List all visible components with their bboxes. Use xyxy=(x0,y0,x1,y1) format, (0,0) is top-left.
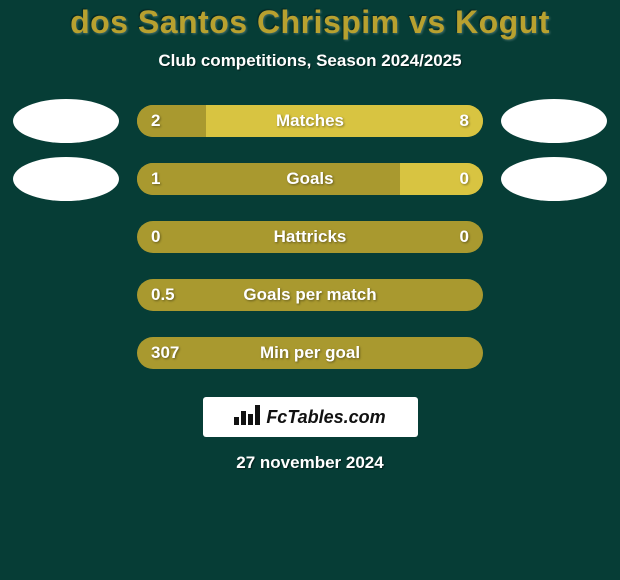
stat-row: 307 Min per goal xyxy=(0,331,620,375)
bar-seg-right xyxy=(206,105,483,137)
stat-label: Matches xyxy=(276,111,344,131)
avatar-right xyxy=(501,99,607,143)
stat-value-left: 307 xyxy=(151,343,179,363)
stat-bar: 1 Goals 0 xyxy=(137,163,483,195)
stat-label: Min per goal xyxy=(260,343,360,363)
stat-row: 2 Matches 8 xyxy=(0,99,620,143)
avatar-left xyxy=(13,157,119,201)
stat-label: Hattricks xyxy=(274,227,347,247)
footer-logo-text: FcTables.com xyxy=(266,407,385,428)
bar-seg-left xyxy=(137,105,206,137)
footer-date: 27 november 2024 xyxy=(0,453,620,473)
stat-label: Goals xyxy=(286,169,333,189)
bar-seg-left xyxy=(137,163,400,195)
stat-label: Goals per match xyxy=(243,285,376,305)
page-subtitle: Club competitions, Season 2024/2025 xyxy=(0,51,620,71)
stat-row: 1 Goals 0 xyxy=(0,157,620,201)
bar-seg-right xyxy=(400,163,483,195)
stat-value-right: 0 xyxy=(460,169,469,189)
avatar-right xyxy=(501,157,607,201)
stat-value-left: 0 xyxy=(151,227,160,247)
stat-value-right: 0 xyxy=(460,227,469,247)
stat-value-left: 2 xyxy=(151,111,160,131)
stat-bar: 0.5 Goals per match xyxy=(137,279,483,311)
stat-value-left: 1 xyxy=(151,169,160,189)
footer-logo: FcTables.com xyxy=(203,397,418,437)
stat-value-right: 8 xyxy=(460,111,469,131)
stat-bar: 0 Hattricks 0 xyxy=(137,221,483,253)
stat-bar: 307 Min per goal xyxy=(137,337,483,369)
stat-row: 0 Hattricks 0 xyxy=(0,215,620,259)
stat-value-left: 0.5 xyxy=(151,285,175,305)
stat-row: 0.5 Goals per match xyxy=(0,273,620,317)
bars-icon xyxy=(234,405,260,430)
page-title: dos Santos Chrispim vs Kogut xyxy=(0,4,620,41)
stat-bar: 2 Matches 8 xyxy=(137,105,483,137)
avatar-left xyxy=(13,99,119,143)
